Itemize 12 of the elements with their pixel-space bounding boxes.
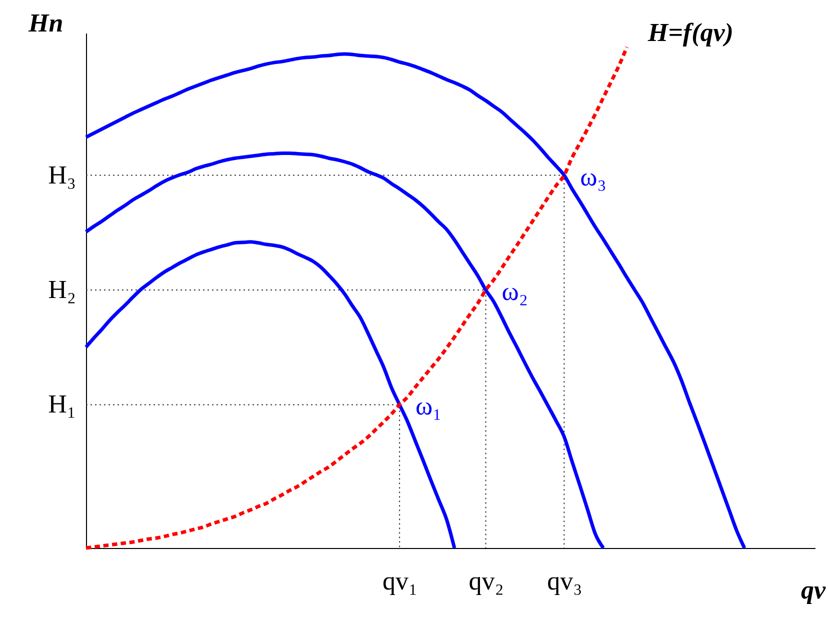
x-tick-label: qv₂ [468,566,504,596]
x-axis-title: qv [800,576,826,604]
series-label: ω₃ [580,162,606,192]
series-label: ω₁ [416,392,442,421]
series-label: H₃ [48,160,76,190]
series-label: H₂ [48,275,76,304]
series-label: H₁ [48,390,76,419]
x-tick-label: qv₁ [382,566,418,596]
series-label: H=f(qv) [646,18,734,48]
x-tick-label: qv₃ [547,566,582,596]
y-axis-title: Hn [28,8,64,38]
series-label: ω₂ [502,277,528,306]
